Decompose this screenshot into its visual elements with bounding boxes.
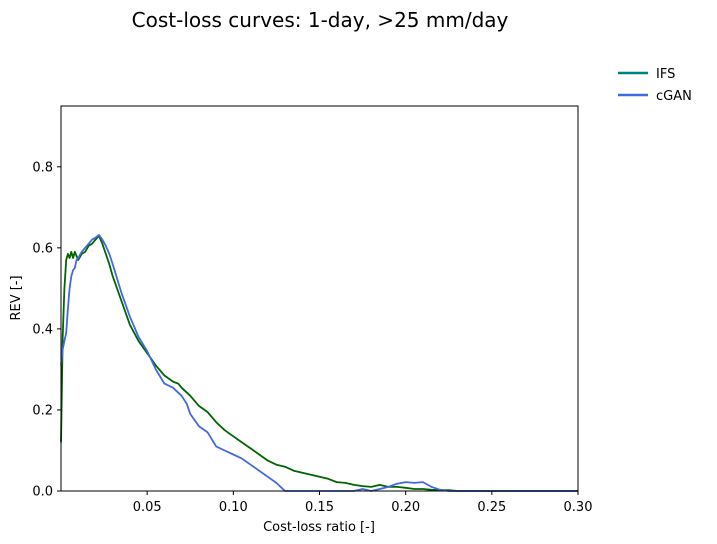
legend-label-cgan: cGAN [656, 89, 692, 104]
x-tick-label: 0.25 [477, 500, 506, 515]
x-tick-label: 0.05 [133, 500, 162, 515]
y-axis-label: REV [-] [9, 275, 24, 320]
x-tick-label: 0.20 [391, 500, 420, 515]
legend-label-ifs: IFS [656, 67, 675, 82]
y-tick-label: 0.0 [32, 485, 53, 500]
plot-area [61, 106, 578, 491]
y-axis: 0.0 0.2 0.4 0.6 0.8 [32, 160, 61, 500]
legend: IFS cGAN [618, 67, 692, 104]
y-tick-label: 0.4 [32, 322, 53, 337]
x-axis: 0.05 0.10 0.15 0.20 0.25 0.30 [133, 491, 593, 515]
y-tick-label: 0.8 [32, 160, 53, 175]
x-tick-label: 0.15 [305, 500, 334, 515]
x-tick-label: 0.10 [219, 500, 248, 515]
series-line-cgan [60, 233, 578, 492]
x-axis-label: Cost-loss ratio [-] [263, 520, 375, 535]
x-tick-label: 0.30 [564, 500, 593, 515]
chart-title: Cost-loss curves: 1-day, >25 mm/day [132, 8, 509, 32]
series-layer [60, 233, 578, 492]
series-line-ifs [60, 234, 578, 492]
y-tick-label: 0.2 [32, 403, 53, 418]
y-tick-label: 0.6 [32, 241, 53, 256]
